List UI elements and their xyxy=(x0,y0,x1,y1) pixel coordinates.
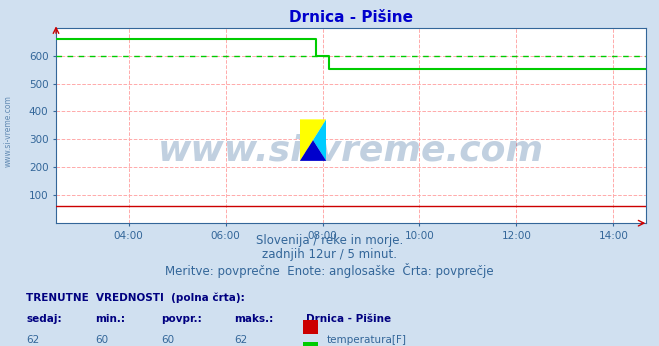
Text: povpr.:: povpr.: xyxy=(161,314,202,324)
Text: www.si-vreme.com: www.si-vreme.com xyxy=(3,95,13,167)
Text: 60: 60 xyxy=(161,335,175,345)
Text: Slovenija / reke in morje.: Slovenija / reke in morje. xyxy=(256,234,403,247)
Text: Drnica - Pišine: Drnica - Pišine xyxy=(306,314,391,324)
Text: 62: 62 xyxy=(234,335,247,345)
Text: Meritve: povprečne  Enote: anglosaške  Črta: povprečje: Meritve: povprečne Enote: anglosaške Črt… xyxy=(165,263,494,277)
Text: 62: 62 xyxy=(26,335,40,345)
Text: min.:: min.: xyxy=(96,314,126,324)
Text: www.si-vreme.com: www.si-vreme.com xyxy=(158,134,544,168)
Text: temperatura[F]: temperatura[F] xyxy=(326,335,406,345)
Text: zadnjih 12ur / 5 minut.: zadnjih 12ur / 5 minut. xyxy=(262,248,397,261)
Polygon shape xyxy=(313,119,326,161)
Text: sedaj:: sedaj: xyxy=(26,314,62,324)
Title: Drnica - Pišine: Drnica - Pišine xyxy=(289,10,413,25)
Text: maks.:: maks.: xyxy=(234,314,273,324)
Text: TRENUTNE  VREDNOSTI  (polna črta):: TRENUTNE VREDNOSTI (polna črta): xyxy=(26,292,245,303)
Text: 60: 60 xyxy=(96,335,109,345)
Polygon shape xyxy=(300,140,326,161)
Polygon shape xyxy=(300,119,326,161)
